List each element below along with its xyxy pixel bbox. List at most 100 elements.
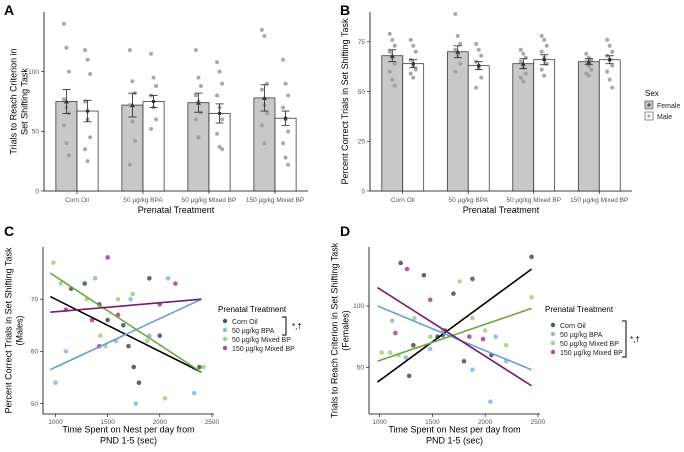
point-50-g-kg-bpa-5 [133, 401, 139, 406]
point-male-50-g-kg-mixed-bp-8 [220, 147, 225, 152]
point-female-corn-oil-6 [61, 123, 66, 128]
point-male-50-g-kg-mixed-bp-3 [539, 49, 544, 54]
panel-c-scatter-chart: 50 60 70 1000 1500 2000 2500 Time Spent on Nest… [4, 247, 220, 446]
point-corn-oil-6 [131, 364, 137, 370]
point-50-g-kg-mixed-bp-5 [115, 296, 121, 302]
point-female-50-g-kg-mixed-bp-3 [193, 93, 198, 98]
point-male-corn-oil-6 [408, 71, 413, 76]
treatment-legend-c-label-mixed-50: 50 µg/kg Mixed BP [232, 337, 291, 344]
point-50-g-kg-mixed-bp-6 [470, 315, 475, 321]
treatment-legend-c-dot-bpa [222, 327, 228, 333]
bar-female-50-g-kg-mixed-bp [187, 102, 210, 192]
point-50-g-kg-mixed-bp-9 [201, 364, 206, 370]
treatment-legend-d-dot-bpa [550, 331, 556, 337]
point-male-150-g-kg-mixed-bp-1 [607, 43, 612, 48]
point-50-g-kg-mixed-bp-3 [98, 333, 103, 339]
treatment-legend-c-dot-mixed-150 [222, 345, 228, 351]
mean-marker-female-150-g-kg-mixed-bp [261, 95, 267, 100]
point-male-50-g-kg-mixed-bp-7 [542, 73, 547, 78]
point-male-50-g-kg-mixed-bp-5 [544, 61, 549, 66]
x-tick-label-1000: 1000 [372, 419, 387, 426]
point-male-50-g-kg-mixed-bp-2 [544, 43, 549, 48]
bar-male-corn-oil [76, 110, 99, 192]
point-female-corn-oil-0 [61, 21, 66, 26]
point-female-50-g-kg-mixed-bp-6 [518, 75, 523, 80]
point-female-corn-oil-2 [66, 69, 71, 74]
mean-marker-female-corn-oil [389, 53, 395, 58]
point-50-g-kg-mixed-bp-8 [503, 342, 509, 348]
point-female-50-g-kg-mixed-bp-7 [521, 79, 526, 84]
point-male-corn-oil-1 [85, 57, 90, 62]
bar-female-50-g-kg-bpa [121, 104, 144, 192]
treatment-legend-c-title: Prenatal Treatment [218, 305, 287, 314]
point-female-150-g-kg-mixed-bp-7 [262, 141, 267, 146]
y-tick-label-50: 50 [357, 365, 365, 372]
point-female-150-g-kg-mixed-bp-5 [589, 67, 594, 72]
x-tick-label-2500: 2500 [531, 419, 546, 426]
treatment-legend-c: Prenatal Treatment Corn Oil 50 µg/kg BPA… [218, 305, 302, 353]
point-female-50-g-kg-bpa-6 [453, 69, 458, 74]
point-corn-oil-10 [197, 364, 202, 370]
point-corn-oil-8 [147, 276, 152, 281]
panel-b-bar-chart: 0 25 50 75 Corn Oil 50 µg/kg BPA 50 µg/kg Mixe… [340, 11, 632, 215]
trend-line-corn-oil [376, 268, 533, 383]
point-corn-oil-7 [461, 358, 467, 364]
trend-line-150-g-kg-mixed-bp [377, 286, 532, 387]
mean-marker-female-50-g-kg-mixed-bp [520, 61, 526, 66]
point-corn-oil-7 [136, 380, 142, 385]
significance-bracket-c [282, 316, 287, 336]
sex-legend-label-female: Female [657, 103, 680, 110]
point-corn-oil-2 [411, 342, 416, 348]
point-male-corn-oil-2 [88, 72, 93, 77]
y-axis-title-line-0: Trials to Reach Criterion in Set Shiftin… [330, 242, 340, 418]
y-axis-title: Trials to Reach Criterion in Set Shiftin… [330, 242, 351, 418]
point-corn-oil-1 [406, 373, 412, 379]
point-female-150-g-kg-mixed-bp-7 [586, 73, 591, 78]
x-tick-label-50-g-kg-mixed-bp: 50 µg/kg Mixed BP [182, 197, 237, 204]
treatment-legend-d-dot-mixed-150 [550, 349, 556, 355]
point-male-corn-oil-1 [411, 43, 416, 48]
point-female-50-g-kg-mixed-bp-1 [196, 75, 201, 80]
mean-marker-female-150-g-kg-mixed-bp [586, 59, 592, 64]
point-male-150-g-kg-mixed-bp-7 [283, 155, 288, 160]
y-axis-title-line-1: (Males) [15, 315, 25, 345]
bar-male-corn-oil [402, 63, 425, 192]
y-tick-label-70: 70 [31, 296, 39, 303]
point-50-g-kg-mixed-bp-9 [529, 295, 534, 300]
mean-marker-female-50-g-kg-bpa [129, 102, 135, 108]
y-axis-title-line-0: Percent Correct Trials in Set Shifting T… [340, 18, 350, 184]
treatment-legend-d: Prenatal Treatment Corn Oil 50 µg/kg BPA… [545, 305, 640, 358]
x-axis-title-line-1: PND 1-5 (sec) [100, 436, 157, 446]
point-50-g-kg-bpa-2 [92, 276, 98, 281]
x-tick-label-150-g-kg-mixed-bp: 150 µg/kg Mixed BP [570, 197, 628, 204]
point-male-50-g-kg-mixed-bp-6 [215, 131, 220, 136]
x-axis-title-line-0: Time Spent on Nest per day from [388, 425, 520, 435]
point-male-corn-oil-6 [83, 147, 88, 152]
point-50-g-kg-bpa-1 [403, 355, 409, 360]
point-male-50-g-kg-mixed-bp-1 [217, 69, 222, 74]
point-female-50-g-kg-bpa-0 [127, 48, 132, 53]
bar-female-corn-oil [55, 101, 78, 192]
x-tick-label-corn-oil: Corn Oil [391, 197, 415, 204]
point-male-50-g-kg-mixed-bp-7 [217, 144, 222, 149]
x-axis-title: Time Spent on Nest per day from PND 1-5 (… [388, 425, 520, 446]
point-male-50-g-kg-mixed-bp-5 [220, 117, 225, 122]
y-axis-title-line-0: Trials to Reach Criterion in [9, 48, 19, 154]
point-female-50-g-kg-mixed-bp-6 [193, 117, 198, 122]
point-male-150-g-kg-mixed-bp-0 [281, 57, 286, 62]
point-50-g-kg-mixed-bp-5 [457, 279, 463, 284]
point-female-150-g-kg-mixed-bp-0 [584, 51, 589, 56]
point-50-g-kg-mixed-bp-7 [144, 338, 150, 344]
point-male-150-g-kg-mixed-bp-6 [281, 141, 286, 146]
point-50-g-kg-mixed-bp-1 [387, 350, 393, 355]
point-male-50-g-kg-bpa-5 [154, 117, 159, 122]
point-male-corn-oil-0 [408, 37, 413, 42]
point-female-50-g-kg-bpa-1 [455, 33, 460, 38]
point-corn-oil-0 [398, 260, 403, 266]
mean-marker-male-50-g-kg-mixed-bp [217, 111, 222, 116]
point-female-150-g-kg-mixed-bp-1 [262, 33, 267, 38]
point-male-corn-oil-7 [411, 75, 416, 80]
point-female-50-g-kg-bpa-5 [132, 138, 137, 143]
point-female-corn-oil-8 [66, 153, 71, 158]
point-corn-oil-5 [126, 343, 131, 349]
